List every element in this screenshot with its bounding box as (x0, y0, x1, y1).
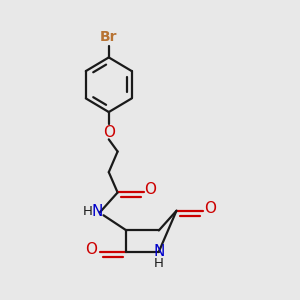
Text: O: O (85, 242, 97, 257)
Text: H: H (83, 205, 93, 218)
Text: N: N (92, 203, 103, 218)
Text: Br: Br (100, 30, 118, 44)
Text: O: O (103, 125, 115, 140)
Text: H: H (154, 257, 164, 270)
Text: N: N (153, 244, 164, 259)
Text: O: O (204, 201, 216, 216)
Text: O: O (145, 182, 157, 197)
